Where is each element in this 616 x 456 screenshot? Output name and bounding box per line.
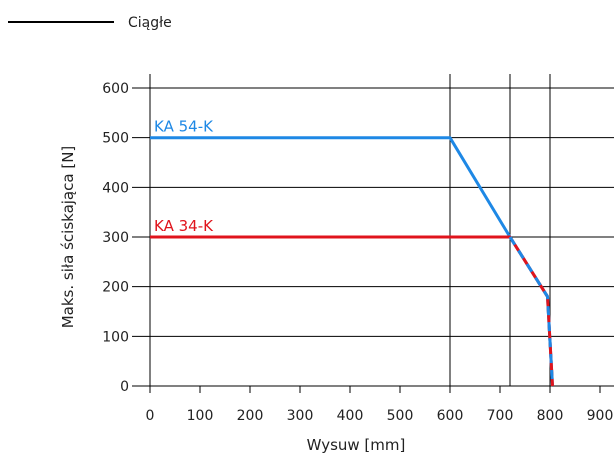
x-tick-label-0: 0 <box>146 408 155 424</box>
x-tick-label-500: 500 <box>387 408 414 424</box>
x-axis-label: Wysuw [mm] <box>307 436 406 454</box>
series-label-ka-54-k: KA 54-K <box>154 118 214 136</box>
x-tick-label-100: 100 <box>187 408 214 424</box>
y-tick-label-100: 100 <box>102 329 129 345</box>
x-tick-label-200: 200 <box>237 408 264 424</box>
y-tick-label-400: 400 <box>102 180 129 196</box>
series-overlap-dash <box>508 236 554 387</box>
y-tick-label-0: 0 <box>120 379 129 395</box>
y-tick-label-500: 500 <box>102 131 129 147</box>
x-tick-label-900: 900 <box>587 408 614 424</box>
grid <box>150 74 614 386</box>
x-tick-label-400: 400 <box>337 408 364 424</box>
series-labels: KA 54-K KA 34-K <box>154 118 214 235</box>
legend: Ciągłe <box>8 15 172 31</box>
y-tick-label-300: 300 <box>102 230 129 246</box>
x-tick-label-300: 300 <box>287 408 314 424</box>
x-tick-label-800: 800 <box>537 408 564 424</box>
x-tick-label-600: 600 <box>437 408 464 424</box>
axes: 0 100 200 300 400 500 600 0 100 200 300 400 500 600 70… <box>102 74 614 424</box>
series-label-ka-34-k: KA 34-K <box>154 217 214 235</box>
series-line-ka-54-k <box>150 136 554 387</box>
y-tick-label-600: 600 <box>102 81 129 97</box>
x-tick-label-700: 700 <box>487 408 514 424</box>
series-group <box>150 136 554 387</box>
y-tick-label-200: 200 <box>102 280 129 296</box>
legend-label: Ciągłe <box>128 15 172 31</box>
series-line-ka-34-k <box>150 235 554 387</box>
y-axis-label: Maks. siła ściskająca [N] <box>59 146 77 329</box>
